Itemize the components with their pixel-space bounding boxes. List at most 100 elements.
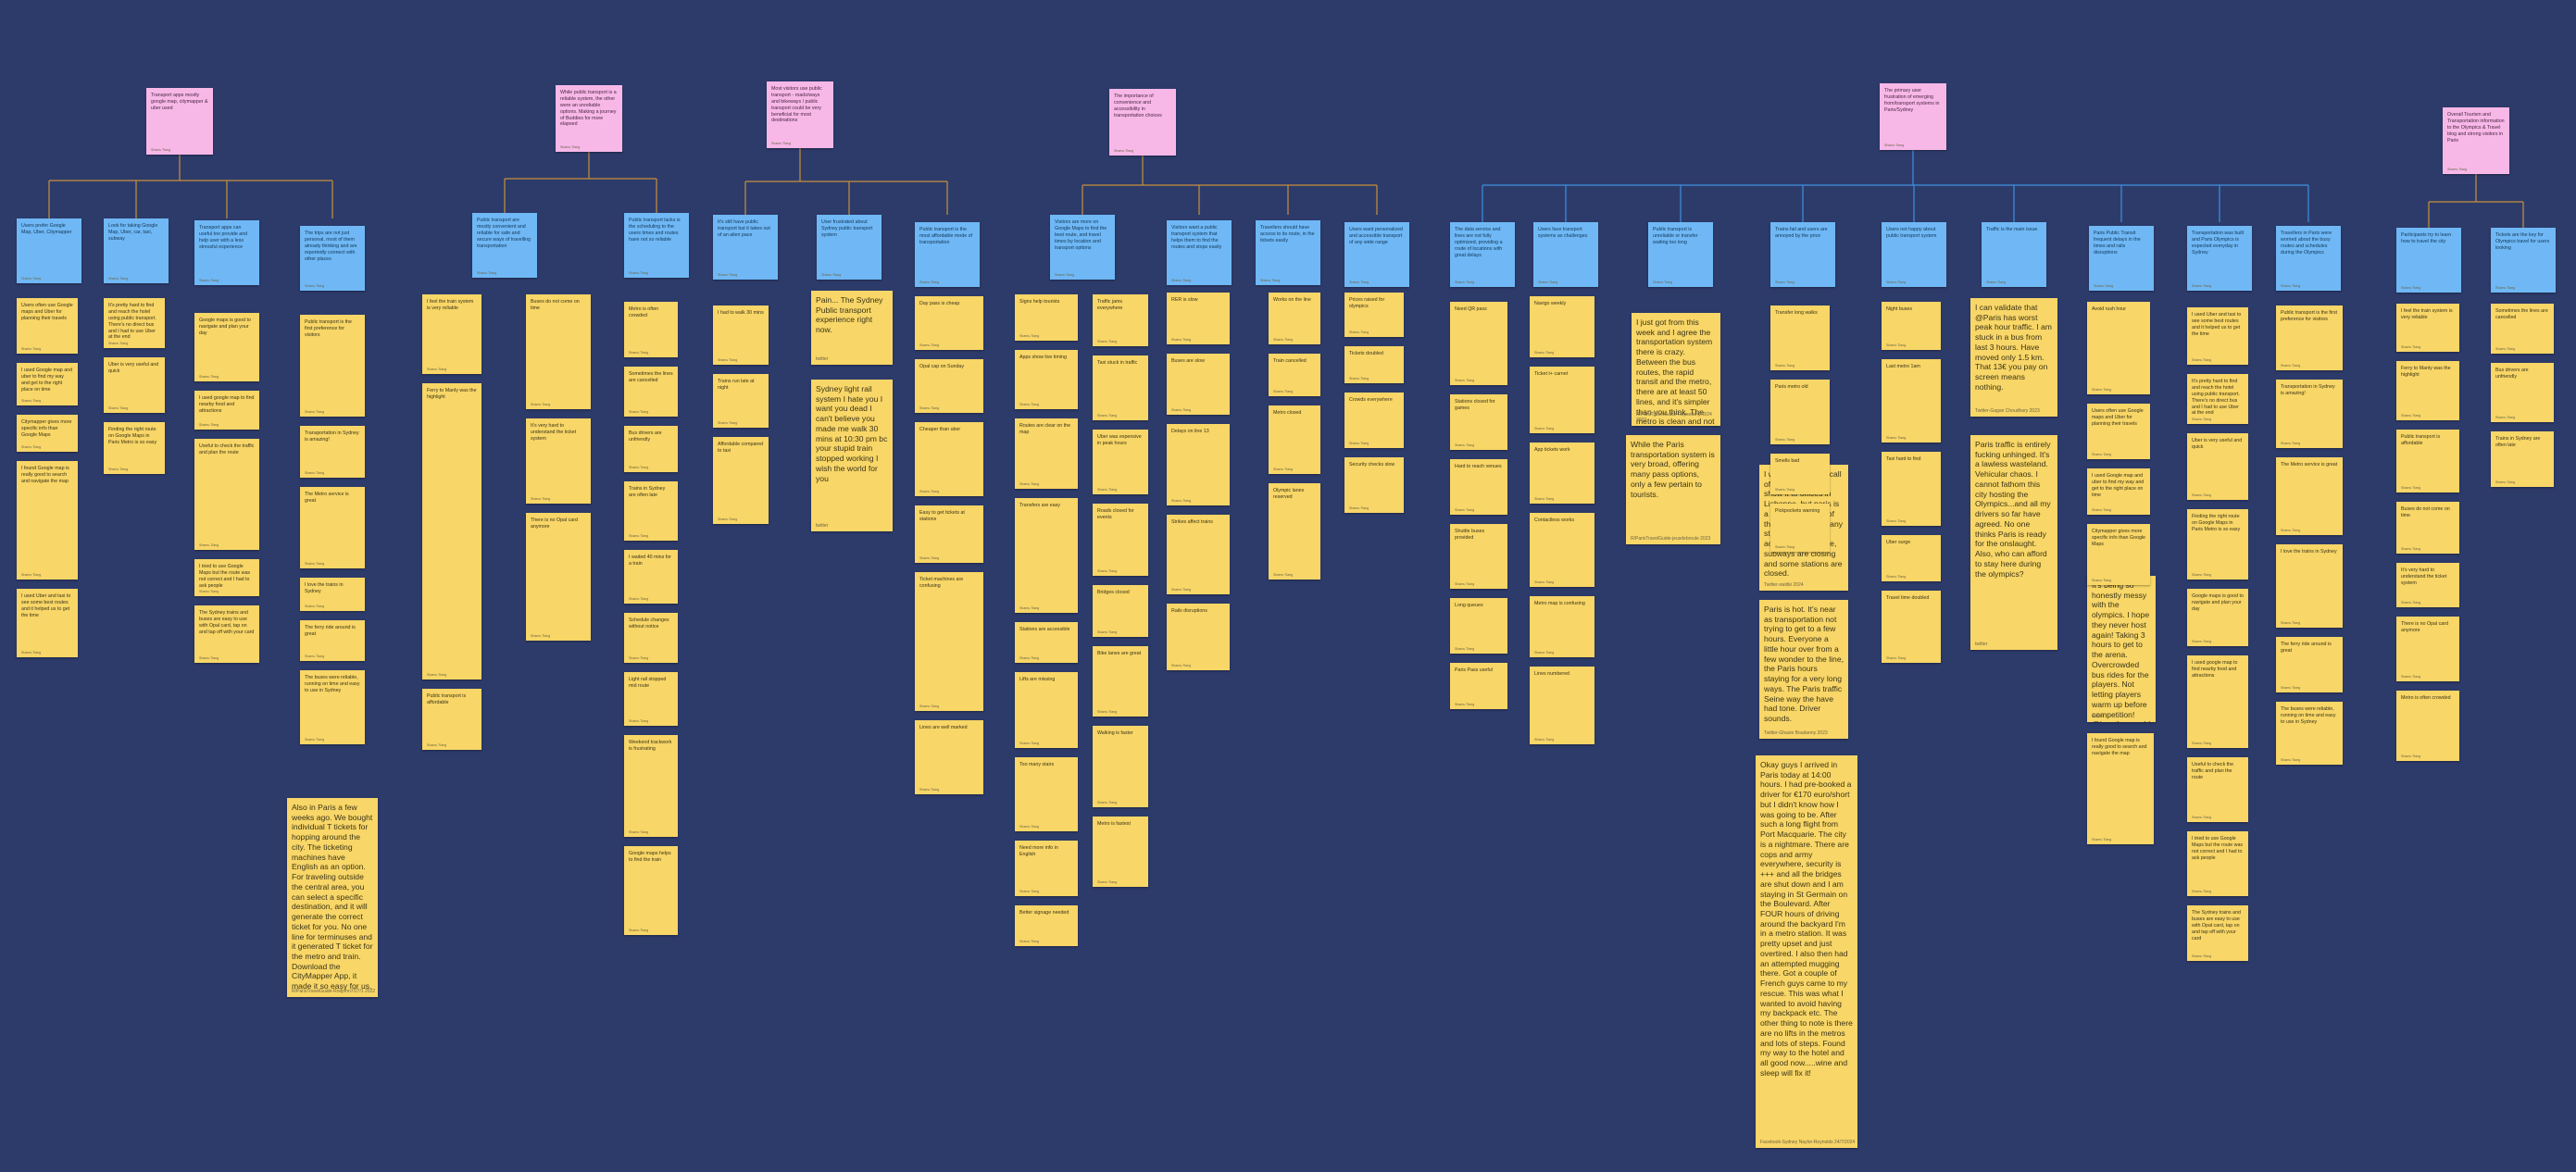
sticky-note[interactable]: The Sydney trains and buses are easy to … (194, 605, 259, 663)
theme-note-user-frustration[interactable]: The primary user frustration of emerging… (1880, 83, 1946, 150)
sticky-note[interactable]: Travel time doubled Shamu Tiang (1882, 591, 1941, 663)
sticky-note[interactable]: I tried to use Google Maps but the route… (194, 559, 259, 596)
group-note[interactable]: Public transport is unreliable or transf… (1648, 222, 1713, 287)
sticky-note[interactable]: Uber is very useful and quick Shamu Tiang (104, 357, 165, 413)
quote-note[interactable]: Paris traffic is entirely fucking unhing… (1970, 435, 2057, 650)
sticky-note[interactable]: I love the trains in Sydney Shamu Tiang (300, 578, 365, 611)
sticky-note[interactable]: Bridges closed Shamu Tiang (1093, 585, 1148, 637)
group-note[interactable]: Public transport are mostly convenient a… (472, 213, 537, 278)
sticky-note[interactable]: Transportation in Sydney is amazing! Sham… (2276, 380, 2343, 448)
quote-note[interactable]: Paris is hot. It's near as transportatio… (1759, 600, 1848, 739)
sticky-note[interactable]: Users often use Google maps and Uber for… (2087, 404, 2150, 459)
group-note[interactable]: User frustrated about Sydney public tran… (817, 215, 882, 280)
sticky-note[interactable]: App tickets work Shamu Tiang (1530, 443, 1594, 504)
group-note[interactable]: Transport apps can useful too provide an… (194, 220, 259, 285)
sticky-note[interactable]: Easy to get tickets at stations Shamu Tia… (915, 505, 983, 563)
sticky-note[interactable]: Paris metro old Shamu Tiang (1770, 380, 1830, 444)
sticky-note[interactable]: The buses were reliable, running on time… (300, 670, 365, 744)
sticky-note[interactable]: Buses are slow Shamu Tiang (1167, 354, 1230, 415)
sticky-note[interactable]: Lines are well marked Shamu Tiang (915, 720, 983, 794)
sticky-note[interactable]: Navigo weekly Shamu Tiang (1530, 296, 1594, 357)
sticky-note[interactable]: Too many stairs Shamu Tiang (1015, 757, 1078, 831)
sticky-note[interactable]: Avoid rush hour Shamu Tiang (2087, 302, 2150, 394)
sticky-note[interactable]: Uber is very useful and quick Shamu Tiang (2187, 433, 2248, 500)
sticky-note[interactable]: I used Google map and uber to find my wa… (2087, 468, 2150, 515)
sticky-note[interactable]: Sometimes the lines are cancelled Shamu T… (624, 367, 678, 417)
sticky-note[interactable]: The ferry ride around is great Shamu Tian… (300, 620, 365, 661)
sticky-note[interactable]: Schedule changes without notice Shamu Tia… (624, 613, 678, 663)
group-note[interactable]: The trips are not just personal, most of… (300, 226, 365, 291)
sticky-note[interactable]: Hard to reach venues Shamu Tiang (1450, 459, 1507, 515)
sticky-note[interactable]: Finding the right route on Google Maps i… (104, 422, 165, 474)
quote-note[interactable]: While the Paris transportation system is… (1626, 435, 1720, 544)
sticky-note[interactable]: Public transport is the first preference… (2276, 305, 2343, 370)
sticky-note[interactable]: I used Google map and uber to find my wa… (17, 363, 78, 405)
sticky-note[interactable]: Bike lanes are great Shamu Tiang (1093, 646, 1148, 717)
sticky-note[interactable]: Lines numbered Shamu Tiang (1530, 667, 1594, 744)
sticky-note[interactable]: Google maps is good to navigate and plan… (194, 313, 259, 381)
theme-note-public-transport-reliable[interactable]: While public transport is a reliable sys… (556, 85, 622, 152)
group-note[interactable]: Users not happy about public transport s… (1882, 222, 1946, 287)
sticky-note[interactable]: RER is slow Shamu Tiang (1167, 293, 1230, 344)
group-note[interactable]: Look for taking Google Map, Uber, car, t… (104, 218, 169, 283)
sticky-note[interactable]: Traffic jams everywhere Shamu Tiang (1093, 294, 1148, 346)
sticky-note[interactable]: I feel the train system is very reliable… (422, 294, 481, 374)
sticky-note[interactable]: Trains run late at night Shamu Tiang (713, 374, 769, 428)
sticky-note[interactable]: Apps show live timing Shamu Tiang (1015, 350, 1078, 409)
sticky-note[interactable]: There is no Opal card anymore Shamu Tiang (526, 513, 591, 641)
sticky-note[interactable]: Transfers are easy Shamu Tiang (1015, 498, 1078, 613)
sticky-note[interactable]: Contactless works Shamu Tiang (1530, 513, 1594, 587)
sticky-note[interactable]: Citymapper gives more specific info than… (2087, 524, 2150, 585)
group-note[interactable]: Public transport is the most affordable … (915, 222, 980, 287)
sticky-note[interactable]: Ferry to Manly was the highlight Shamu Ti… (422, 383, 481, 680)
sticky-note[interactable]: Last metro 1am Shamu Tiang (1882, 359, 1941, 443)
sticky-note[interactable]: Crowds everywhere Shamu Tiang (1344, 393, 1404, 448)
group-note[interactable]: Paris Public Transit frequent delays in … (2089, 226, 2154, 291)
sticky-note[interactable]: Useful to check the traffic and plan the… (2187, 757, 2248, 822)
theme-note-visitors-public-transport[interactable]: Most visitors use public transport - roa… (767, 81, 833, 148)
group-note[interactable]: Travellers should have access to its rou… (1256, 220, 1320, 285)
sticky-note[interactable]: I used google map to find nearby food an… (2187, 655, 2248, 748)
sticky-note[interactable]: Light rail stopped mid route Shamu Tiang (624, 672, 678, 726)
sticky-note[interactable]: I love the trains in Sydney Shamu Tiang (2276, 544, 2343, 628)
sticky-note[interactable]: Olympic lanes reserved Shamu Tiang (1269, 483, 1320, 580)
group-note[interactable]: The data service and lines are not fully… (1450, 222, 1515, 287)
sticky-note[interactable]: Public transport is affordable Shamu Tian… (422, 689, 481, 750)
sticky-note[interactable]: Ferry to Manly was the highlight Shamu Ti… (2396, 361, 2459, 420)
theme-note-convenience-accessibility[interactable]: The importance of convenience and access… (1109, 89, 1176, 156)
sticky-note[interactable]: Metro closed Shamu Tiang (1269, 405, 1320, 474)
theme-note-transport-apps[interactable]: Transport apps mostly google map, cityma… (146, 88, 213, 155)
sticky-note[interactable]: Bus drivers are unfriendly Shamu Tiang (2491, 363, 2554, 422)
sticky-note[interactable]: I used google map to find nearby food an… (194, 391, 259, 430)
sticky-note[interactable]: Works on the line Shamu Tiang (1269, 293, 1320, 344)
sticky-note[interactable]: Metro map is confusing Shamu Tiang (1530, 596, 1594, 657)
group-note[interactable]: Transportation was built and Paris Olymp… (2187, 226, 2252, 291)
sticky-note[interactable]: Trains in Sydney are often late Shamu Tia… (624, 481, 678, 541)
sticky-note[interactable]: Metro is fastest Shamu Tiang (1093, 817, 1148, 887)
sticky-note[interactable]: Citymapper gives more specific info than… (17, 415, 78, 452)
sticky-note[interactable]: Sometimes the lines are cancelled Shamu T… (2491, 304, 2554, 354)
sticky-note[interactable]: I found Google map is really good to sea… (2087, 733, 2154, 844)
quote-note[interactable]: I just got from this week and I agree th… (1632, 313, 1720, 426)
sticky-note[interactable]: Shuttle buses provided Shamu Tiang (1450, 524, 1507, 589)
group-note[interactable]: It's still have public transport but it … (713, 215, 778, 280)
sticky-note[interactable]: Day pass is cheap Shamu Tiang (915, 296, 983, 350)
sticky-note[interactable]: Smells bad Shamu Tiang (1770, 454, 1830, 494)
sticky-note[interactable]: Useful to check the traffic and plan the… (194, 439, 259, 550)
sticky-note[interactable]: Need more info in English Shamu Tiang (1015, 841, 1078, 896)
group-note[interactable]: Tickets are the key for Olympics travel … (2491, 228, 2556, 293)
sticky-note[interactable]: I tried to use Google Maps but the route… (2187, 831, 2248, 896)
sticky-note[interactable]: Opal cap on Sunday Shamu Tiang (915, 359, 983, 413)
sticky-note[interactable]: Public transport is the first preference… (300, 315, 365, 417)
theme-note-olympics-tourism[interactable]: Overall Tourism and Transportation infor… (2443, 107, 2509, 174)
sticky-note[interactable]: It's pretty hard to find and reach the h… (2187, 374, 2248, 424)
sticky-note[interactable]: Affordable compared to taxi Shamu Tiang (713, 437, 769, 524)
sticky-note[interactable]: It's very hard to understand the ticket … (526, 418, 591, 504)
group-note[interactable]: Participants try to learn how to travel … (2396, 228, 2461, 293)
sticky-note[interactable]: I had to walk 30 mins Shamu Tiang (713, 305, 769, 365)
sticky-note[interactable]: Stations are accessible Shamu Tiang (1015, 622, 1078, 663)
sticky-note[interactable]: Ticket t+ carnet Shamu Tiang (1530, 367, 1594, 433)
quote-note[interactable]: Pain... The Sydney Public transport expe… (811, 291, 893, 365)
sticky-note[interactable]: Better signage needed Shamu Tiang (1015, 905, 1078, 946)
sticky-note[interactable]: Public transport is affordable Shamu Tian… (2396, 430, 2459, 492)
